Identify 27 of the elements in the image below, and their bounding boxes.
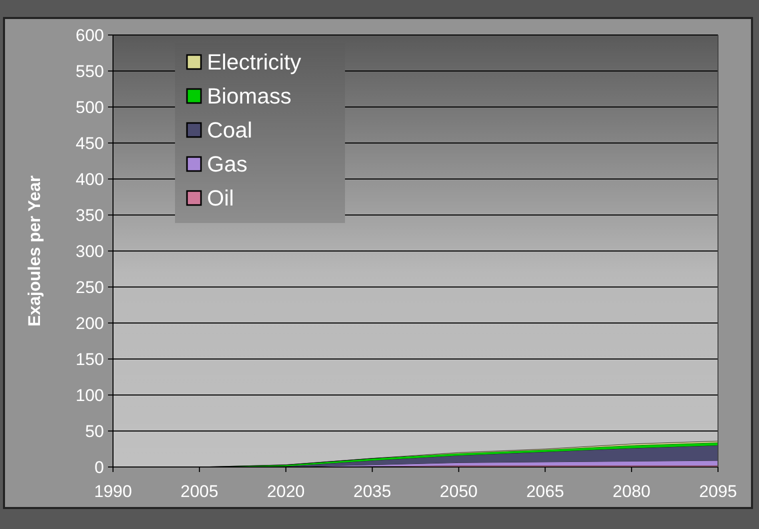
x-tick-label: 2035 [353,482,392,501]
y-tick-label: 200 [76,314,104,333]
x-tick-label: 2005 [180,482,218,501]
legend-label: Coal [207,118,252,143]
y-tick-label: 100 [76,386,104,405]
x-tick-label: 2020 [266,482,305,501]
x-tick-label: 2065 [526,482,564,501]
y-tick-label: 400 [76,170,104,189]
y-tick-label: 300 [76,242,104,261]
y-tick-label: 450 [76,134,104,153]
legend-label: Gas [207,152,248,177]
y-tick-label: 50 [85,422,104,441]
x-tick-label: 1990 [94,482,132,501]
legend-label: Electricity [207,50,302,75]
y-tick-label: 600 [76,26,104,45]
y-tick-label: 150 [76,350,104,369]
y-tick-label: 550 [76,62,104,81]
x-tick-label: 2050 [440,482,478,501]
y-tick-label: 250 [76,278,104,297]
y-tick-label: 500 [76,98,104,117]
x-tick-label: 2095 [699,482,737,501]
y-tick-label: 350 [76,206,104,225]
y-axis-title: Exajoules per Year [25,175,44,326]
legend-label: Oil [207,186,234,211]
legend-label: Biomass [207,84,292,109]
y-tick-label: 0 [94,458,104,477]
x-tick-label: 2080 [612,482,650,501]
